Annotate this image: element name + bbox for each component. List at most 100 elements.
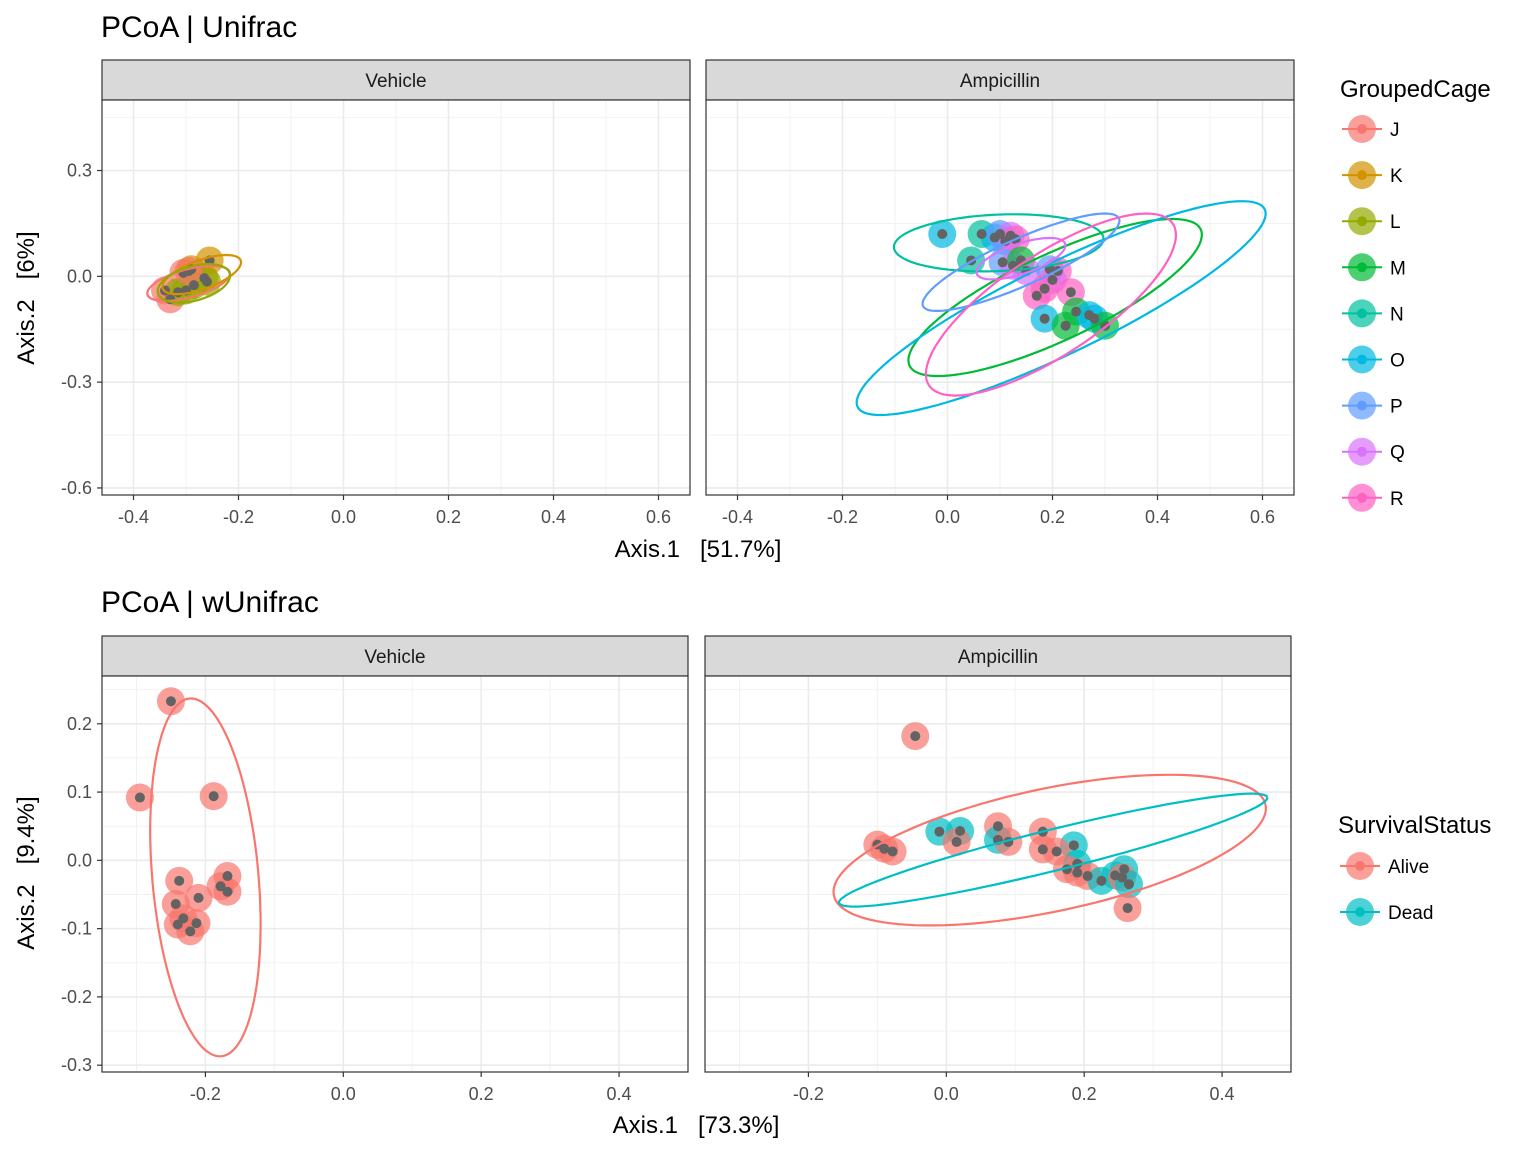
confidence-ellipse [907, 217, 1203, 378]
legend-swatch-center [1357, 446, 1367, 457]
legend-label: P [1390, 397, 1403, 418]
x-tick-label: -0.2 [793, 1084, 824, 1104]
facet-strip [704, 635, 1292, 677]
x-tick-label: -0.4 [118, 507, 149, 527]
x-tick-label: 0.0 [935, 507, 960, 527]
data-point-center [1096, 875, 1107, 886]
data-point-center [222, 871, 233, 882]
confidence-ellipse [146, 264, 231, 302]
legend-title: GroupedCage [1340, 76, 1491, 103]
facet-label: Ampicillin [960, 71, 1040, 92]
legend-item: Alive [1340, 852, 1429, 880]
x-tick-label: 0.4 [1145, 507, 1170, 527]
legend-item: O [1342, 345, 1405, 374]
confidence-ellipse [156, 263, 232, 304]
confidence-ellipse [832, 773, 1268, 927]
legend-item: R [1342, 483, 1404, 512]
data-point-center [934, 826, 945, 837]
data-point-center [1117, 872, 1128, 883]
data-point-center [188, 280, 199, 291]
legend-item: J [1342, 115, 1400, 143]
data-point-center [1060, 320, 1071, 331]
legend-label: L [1390, 212, 1401, 233]
confidence-ellipse [921, 212, 1121, 312]
x-tick-label: 0.4 [1210, 1084, 1235, 1104]
data-point-center [1039, 283, 1050, 294]
legend-label: R [1390, 489, 1404, 510]
data-point-center [976, 229, 987, 240]
legend-item: N [1342, 299, 1404, 328]
data-point-center [879, 843, 890, 854]
data-point-center [215, 881, 226, 892]
x-tick-label: 0.2 [1072, 1084, 1097, 1104]
y-tick-label: -0.1 [61, 919, 92, 939]
y-tick-label: -0.3 [61, 1055, 92, 1075]
legend-title: SurvivalStatus [1338, 812, 1491, 839]
panel-border [101, 675, 689, 1073]
confidence-ellipse [924, 212, 1178, 397]
data-point-center [134, 792, 145, 803]
data-point-center [887, 846, 898, 857]
data-point-center [1031, 290, 1042, 301]
data-point-center [185, 926, 196, 937]
facet-strip [101, 635, 689, 677]
data-point-center [193, 892, 204, 903]
panel-border [101, 99, 691, 496]
facet-label: Ampicillin [958, 647, 1038, 668]
data-point-center [1065, 287, 1076, 298]
data-point-center [173, 287, 184, 298]
grid [102, 100, 690, 495]
legend-item: Dead [1340, 898, 1433, 926]
panel-ampicillin-unifrac: Ampicillin -0.4 -0.2 0.0 0.2 0.4 0.6 [705, 59, 1295, 527]
x-tick-label: -0.2 [827, 507, 858, 527]
data-point-center [172, 919, 183, 930]
panel-vehicle-unifrac: Vehicle -0.4 -0.2 0.0 0.2 0.4 0.6 0.3 0.0 -0.3 -0.… [61, 59, 691, 527]
data-point-center [165, 696, 176, 707]
data-point-center [995, 229, 1005, 240]
facet-label: Vehicle [364, 647, 425, 668]
plot-area [705, 676, 1291, 1072]
legend-label: Alive [1388, 857, 1429, 878]
data-point-center [174, 875, 185, 886]
x-tick-label: -0.2 [190, 1084, 221, 1104]
x-axis-title: Axis.1 [73.3%] [613, 1112, 780, 1139]
data-point-center [993, 821, 1003, 832]
y-tick-label: -0.6 [61, 478, 92, 498]
y-tick-label: -0.2 [61, 987, 92, 1007]
legend-label: K [1390, 166, 1403, 187]
data-point-center [1039, 313, 1050, 324]
facet-strip [101, 59, 691, 101]
data-point-center [1047, 274, 1058, 285]
plot-area [102, 676, 688, 1072]
legend-label: Q [1390, 443, 1405, 464]
legend-swatch-center [1357, 400, 1367, 411]
data-point-center [170, 899, 181, 910]
data-point-center [1122, 903, 1133, 914]
x-tick-label: 0.2 [1040, 507, 1065, 527]
y-tick-label: 0.3 [67, 161, 92, 181]
legend-survivalstatus: SurvivalStatus Alive Dead [1338, 812, 1491, 926]
y-tick-label: 0.0 [67, 850, 92, 870]
data-point-center [1037, 844, 1048, 855]
x-tick-label: -0.4 [722, 507, 753, 527]
legend-swatch-center [1355, 907, 1365, 917]
x-tick-label: 0.4 [541, 507, 566, 527]
data-point-center [997, 257, 1008, 268]
legend-label: O [1390, 351, 1405, 372]
x-tick-label: 0.0 [331, 507, 356, 527]
panel-border [705, 99, 1295, 496]
legend-swatch-center [1357, 170, 1367, 181]
x-tick-label: 0.4 [607, 1084, 632, 1104]
y-tick-label: 0.0 [67, 266, 92, 286]
legend-item: Q [1342, 437, 1405, 466]
confidence-ellipse [975, 236, 1067, 281]
data-point-center [1072, 867, 1083, 878]
legend-swatch-center [1357, 354, 1367, 365]
legend-item: P [1342, 391, 1403, 420]
grid [706, 100, 1294, 495]
x-tick-label: 0.2 [469, 1084, 494, 1104]
y-tick-label: -0.3 [61, 372, 92, 392]
legend-swatch-center [1357, 216, 1367, 227]
facet-strip [705, 59, 1295, 101]
data-point-center [222, 886, 233, 897]
